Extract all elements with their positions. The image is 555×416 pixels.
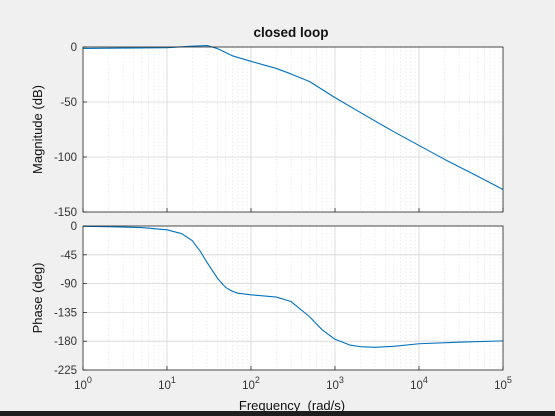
x-tick-label: 103 <box>326 375 344 392</box>
phase-y-tick-label: -135 <box>54 307 77 319</box>
phase-plot-area <box>83 226 503 370</box>
phase-y-tick-label: -180 <box>54 336 77 348</box>
phase-y-ticks: 0 -45 -90 -135 -180 -225 <box>54 221 504 377</box>
phase-y-tick-label: -90 <box>60 279 77 291</box>
magnitude-axis-label: Magnitude (dB) <box>30 85 45 174</box>
x-tick-label: 104 <box>410 375 428 392</box>
phase-series <box>82 225 504 348</box>
magnitude-plot: 0 -50 -100 -150 Magnitude (dB) <box>30 42 504 219</box>
phase-plot-frame <box>82 225 504 371</box>
phase-y-tick-label: -225 <box>54 365 77 377</box>
magnitude-y-tick-label: -150 <box>54 207 77 219</box>
window-bottom-edge <box>0 411 555 416</box>
phase-plot: 0 -45 -90 -135 -180 -225 Phase (deg) <box>30 221 504 377</box>
magnitude-y-tick-label: 0 <box>71 42 77 54</box>
x-tick-label: 100 <box>74 375 92 392</box>
magnitude-plot-area <box>83 47 503 212</box>
magnitude-y-tick-label: -50 <box>60 97 77 109</box>
x-tick-label: 105 <box>494 375 512 392</box>
frequency-axis-label: Frequency (rad/s) <box>239 398 345 413</box>
x-tick-label: 101 <box>158 375 176 392</box>
x-tick-label: 102 <box>242 375 260 392</box>
phase-y-tick-label: 0 <box>71 221 77 233</box>
phase-response-line <box>82 225 504 348</box>
phase-y-tick-label: -45 <box>60 250 77 262</box>
magnitude-y-tick-label: -100 <box>54 152 77 164</box>
magnitude-plot-frame <box>82 46 504 213</box>
magnitude-y-ticks: 0 -50 -100 -150 <box>54 42 504 219</box>
magnitude-series <box>82 45 504 190</box>
magnitude-response-line <box>82 45 504 190</box>
chart-title: closed loop <box>253 25 328 40</box>
phase-axis-label: Phase (deg) <box>30 263 45 334</box>
frequency-x-ticks: 100 101 102 103 104 105 <box>74 375 512 392</box>
